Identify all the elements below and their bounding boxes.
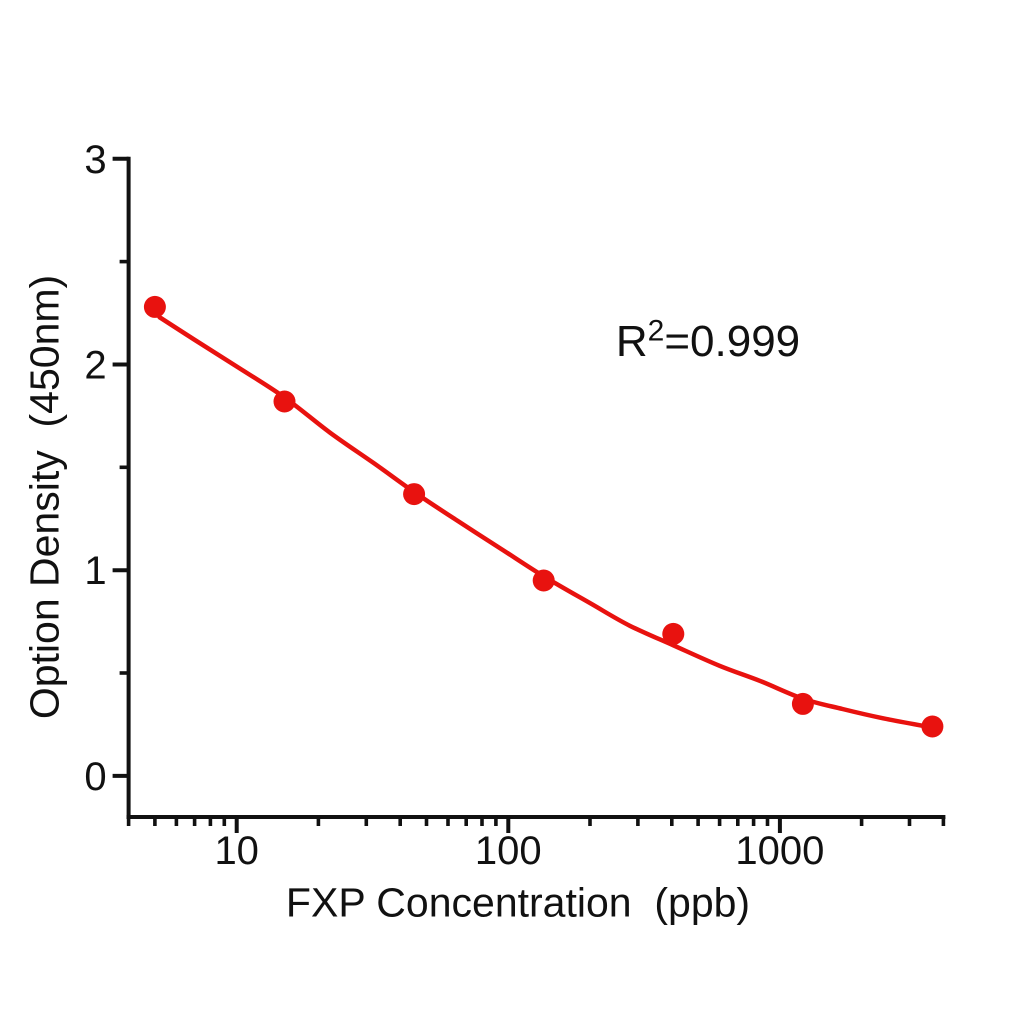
data-point [403,483,426,506]
fit-curve [157,314,935,730]
x-tick-label: 100 [475,829,542,873]
y-tick-label: 0 [84,755,106,799]
x-axis-title: FXP Concentration (ppb) [285,879,751,926]
data-point [273,390,296,413]
data-point [143,295,166,318]
r-squared-exponent: 2 [647,314,665,348]
y-axis-title: Option Density (450nm) [21,274,68,720]
y-tick-label: 1 [84,549,106,593]
r-squared-annotation: R2=0.999 [615,314,801,367]
x-tick-label: 10 [214,829,259,873]
x-tick-label: 1000 [735,829,824,873]
data-point [532,569,555,592]
r-squared-symbol: R [615,317,648,366]
data-point [791,692,814,715]
data-point [921,715,944,738]
data-point [662,622,685,645]
r-squared-value: =0.999 [664,317,801,366]
y-tick-label: 2 [84,344,106,388]
y-tick-label: 3 [84,138,106,182]
